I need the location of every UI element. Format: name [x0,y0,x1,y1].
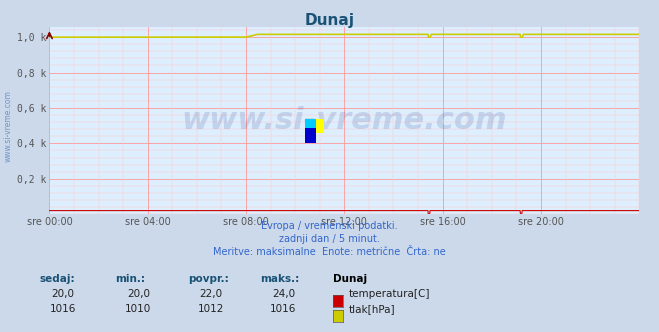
Text: 20,0: 20,0 [127,289,150,299]
Bar [305,119,316,143]
Text: Meritve: maksimalne  Enote: metrične  Črta: ne: Meritve: maksimalne Enote: metrične Črta… [213,247,446,257]
Bar [305,128,316,143]
Text: 1012: 1012 [198,304,224,314]
Text: temperatura[C]: temperatura[C] [349,289,430,299]
Text: 22,0: 22,0 [199,289,223,299]
Text: Evropa / vremenski podatki.: Evropa / vremenski podatki. [261,221,398,231]
Text: www.si-vreme.com: www.si-vreme.com [181,106,507,135]
Text: maks.:: maks.: [260,274,300,284]
Text: tlak[hPa]: tlak[hPa] [349,304,395,314]
Text: sedaj:: sedaj: [40,274,75,284]
Text: 20,0: 20,0 [51,289,74,299]
Text: povpr.:: povpr.: [188,274,229,284]
Text: zadnji dan / 5 minut.: zadnji dan / 5 minut. [279,234,380,244]
Text: 24,0: 24,0 [272,289,295,299]
Text: 1016: 1016 [270,304,297,314]
Text: www.si-vreme.com: www.si-vreme.com [3,90,13,162]
Text: Dunaj: Dunaj [304,13,355,28]
Text: min.:: min.: [115,274,146,284]
Bar [316,119,324,133]
Text: 1016: 1016 [49,304,76,314]
Text: 1010: 1010 [125,304,152,314]
Text: Dunaj: Dunaj [333,274,367,284]
